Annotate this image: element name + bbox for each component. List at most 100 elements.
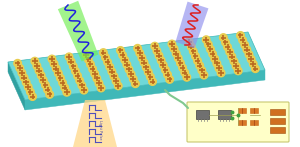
Circle shape	[142, 64, 150, 71]
Circle shape	[104, 58, 111, 66]
Circle shape	[78, 82, 85, 89]
Circle shape	[136, 49, 144, 57]
Circle shape	[172, 50, 180, 57]
Circle shape	[224, 43, 231, 51]
Circle shape	[100, 49, 107, 56]
Bar	[238, 108, 246, 113]
Circle shape	[46, 91, 53, 98]
Bar	[196, 110, 209, 119]
Circle shape	[194, 57, 201, 65]
Circle shape	[80, 86, 88, 94]
Circle shape	[123, 61, 131, 69]
Circle shape	[29, 93, 36, 100]
Circle shape	[74, 72, 81, 80]
Circle shape	[112, 77, 120, 85]
Circle shape	[243, 46, 251, 54]
Circle shape	[205, 41, 212, 48]
Bar	[270, 109, 285, 115]
Circle shape	[125, 66, 133, 73]
Circle shape	[65, 53, 73, 61]
Circle shape	[228, 53, 236, 60]
Circle shape	[160, 61, 167, 69]
Circle shape	[207, 45, 214, 53]
Bar	[270, 118, 285, 124]
Circle shape	[237, 32, 244, 39]
Circle shape	[33, 62, 41, 70]
Circle shape	[110, 72, 118, 80]
Circle shape	[177, 59, 184, 67]
Circle shape	[55, 70, 62, 77]
Circle shape	[241, 41, 248, 49]
Circle shape	[147, 73, 154, 81]
Circle shape	[108, 68, 116, 75]
Circle shape	[215, 64, 223, 72]
Circle shape	[114, 82, 122, 90]
Circle shape	[25, 83, 32, 91]
Circle shape	[44, 86, 51, 93]
Circle shape	[166, 76, 173, 83]
Circle shape	[70, 63, 77, 70]
Circle shape	[76, 77, 83, 84]
Circle shape	[140, 59, 148, 66]
Circle shape	[234, 67, 242, 75]
Circle shape	[16, 64, 24, 72]
Circle shape	[52, 65, 60, 72]
Circle shape	[129, 75, 137, 83]
FancyBboxPatch shape	[187, 102, 289, 142]
Polygon shape	[73, 100, 117, 147]
Circle shape	[164, 71, 171, 78]
Circle shape	[211, 55, 218, 62]
Bar	[270, 127, 285, 133]
Circle shape	[232, 62, 240, 70]
Bar	[238, 120, 246, 125]
Circle shape	[127, 70, 135, 78]
Circle shape	[162, 66, 169, 74]
Bar	[250, 120, 258, 125]
Circle shape	[85, 56, 92, 63]
Polygon shape	[58, 1, 98, 61]
Circle shape	[57, 74, 64, 82]
Circle shape	[153, 47, 161, 55]
Circle shape	[117, 47, 124, 54]
Circle shape	[168, 40, 176, 48]
Circle shape	[170, 45, 178, 53]
Circle shape	[68, 58, 75, 65]
Circle shape	[181, 69, 188, 76]
Polygon shape	[25, 70, 265, 110]
Circle shape	[40, 76, 47, 84]
Circle shape	[188, 43, 195, 50]
Circle shape	[63, 88, 70, 96]
Circle shape	[145, 68, 152, 76]
Circle shape	[119, 51, 126, 59]
Circle shape	[42, 81, 49, 89]
Circle shape	[20, 74, 28, 81]
Circle shape	[247, 55, 255, 63]
Circle shape	[158, 57, 165, 64]
Circle shape	[134, 45, 141, 52]
Circle shape	[217, 69, 225, 77]
Circle shape	[91, 70, 98, 77]
Circle shape	[93, 75, 100, 82]
Polygon shape	[8, 32, 265, 100]
Circle shape	[31, 57, 39, 65]
Circle shape	[121, 56, 128, 64]
Circle shape	[183, 74, 190, 81]
Circle shape	[200, 71, 208, 79]
Bar	[250, 108, 258, 113]
Circle shape	[48, 55, 56, 63]
Circle shape	[252, 65, 259, 72]
Circle shape	[106, 63, 113, 71]
Circle shape	[220, 34, 227, 41]
Circle shape	[230, 57, 238, 65]
Circle shape	[89, 65, 96, 73]
Circle shape	[192, 52, 199, 60]
Circle shape	[59, 79, 66, 87]
Circle shape	[22, 78, 30, 86]
Circle shape	[179, 64, 186, 72]
Circle shape	[245, 51, 253, 58]
Circle shape	[175, 55, 182, 62]
Circle shape	[185, 38, 193, 46]
Polygon shape	[176, 2, 208, 48]
Circle shape	[50, 60, 58, 68]
Circle shape	[190, 48, 197, 55]
